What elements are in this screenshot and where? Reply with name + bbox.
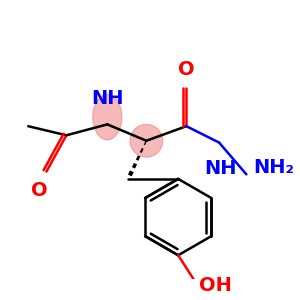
Circle shape <box>130 124 163 157</box>
Text: O: O <box>178 60 195 79</box>
Text: NH: NH <box>205 159 237 178</box>
Text: NH₂: NH₂ <box>254 158 295 177</box>
Text: O: O <box>31 181 47 200</box>
Ellipse shape <box>93 94 122 140</box>
Text: OH: OH <box>199 276 232 295</box>
Text: NH: NH <box>91 89 124 108</box>
